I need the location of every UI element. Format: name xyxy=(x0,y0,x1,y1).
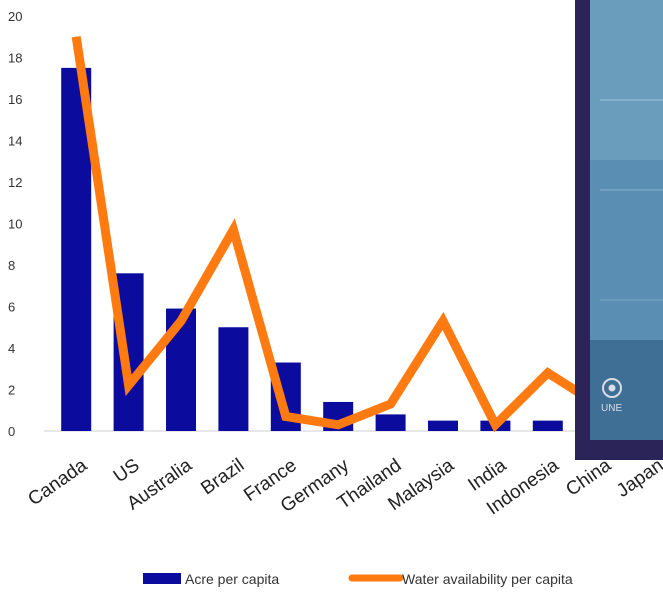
y-tick-label: 14 xyxy=(8,134,22,149)
line-point xyxy=(128,384,130,386)
y-tick-label: 8 xyxy=(8,258,15,273)
bar xyxy=(532,420,563,431)
x-tick-label: Brazil xyxy=(197,455,248,499)
y-tick-label: 10 xyxy=(8,217,22,232)
bar xyxy=(218,327,249,431)
water-line xyxy=(71,36,603,433)
line-point xyxy=(390,403,392,405)
line-point xyxy=(337,424,339,426)
legend-label-line: Water availability per capita xyxy=(402,571,573,587)
line-point xyxy=(547,372,549,374)
line-point xyxy=(75,36,77,38)
legend-swatch-bar xyxy=(143,573,181,584)
y-tick-label: 0 xyxy=(8,424,15,439)
y-tick-label: 20 xyxy=(8,9,22,24)
y-tick-label: 6 xyxy=(8,300,15,315)
legend-label-bar: Acre per capita xyxy=(185,571,279,587)
y-tick-label: 18 xyxy=(8,51,22,66)
line-point xyxy=(494,424,496,426)
y-tick-label: 4 xyxy=(8,341,15,356)
line-point xyxy=(442,320,444,322)
x-tick-label: Canada xyxy=(24,455,91,511)
bar xyxy=(375,414,406,431)
line-series xyxy=(71,36,603,433)
line-point xyxy=(232,229,234,231)
x-tick-label: Japan xyxy=(613,455,663,502)
overlay-logo-text: UNE xyxy=(601,403,622,414)
x-tick-label: China xyxy=(562,455,615,501)
y-axis-ticks: 0 2 4 6 8 10 12 14 16 18 20 xyxy=(8,9,22,439)
overlay-image: UNE xyxy=(575,0,663,460)
bar xyxy=(428,420,458,431)
line-point xyxy=(285,415,287,417)
y-tick-label: 16 xyxy=(8,92,22,107)
x-tick-label: US xyxy=(110,455,144,487)
legend: Acre per capita Water availability per c… xyxy=(143,571,573,587)
y-tick-label: 12 xyxy=(8,175,22,190)
line-point xyxy=(180,320,182,322)
un-emblem-icon xyxy=(602,378,622,398)
y-tick-label: 2 xyxy=(8,383,15,398)
